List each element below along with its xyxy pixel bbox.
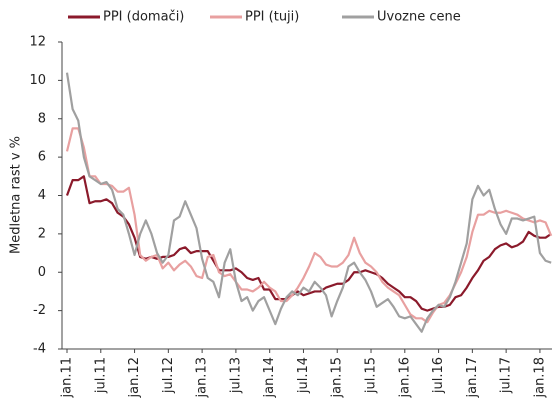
x-tick-label: jan.11 <box>60 357 75 399</box>
y-tick-label: 6 <box>38 150 46 165</box>
x-tick-label: jul.14 <box>296 357 311 394</box>
x-tick-label: jan.14 <box>262 357 277 399</box>
x-tick-label: jan.16 <box>397 357 412 399</box>
x-tick-label: jul.17 <box>499 357 514 394</box>
x-tick-label: jul.11 <box>93 357 108 394</box>
x-tick-label: jan.17 <box>465 357 480 399</box>
x-tick-label: jan.18 <box>532 357 547 399</box>
x-tick-label: jan.13 <box>195 357 210 399</box>
x-tick-label: jan.15 <box>330 357 345 399</box>
y-tick-label: -2 <box>33 303 46 318</box>
x-tick-label: jan.12 <box>127 357 142 399</box>
y-axis-label: Medletna rast v % <box>9 136 24 254</box>
legend-label: PPI (tuji) <box>245 10 299 25</box>
y-tick-label: 8 <box>38 111 46 126</box>
series-line <box>65 127 553 324</box>
y-tick-label: 10 <box>29 73 46 88</box>
x-tick-label: jul.12 <box>161 357 176 394</box>
y-tick-label: -4 <box>33 342 46 357</box>
y-tick-label: 12 <box>29 35 46 50</box>
x-tick-label: jul.13 <box>228 357 243 394</box>
x-tick-label: jul.16 <box>431 357 446 394</box>
legend-label: PPI (domači) <box>103 10 184 25</box>
legend-label: Uvozne cene <box>377 10 461 25</box>
y-tick-label: 4 <box>38 188 46 203</box>
y-tick-label: 2 <box>38 226 46 241</box>
y-tick-label: 0 <box>38 265 46 280</box>
series-line <box>65 72 552 333</box>
x-tick-label: jul.15 <box>364 357 379 394</box>
